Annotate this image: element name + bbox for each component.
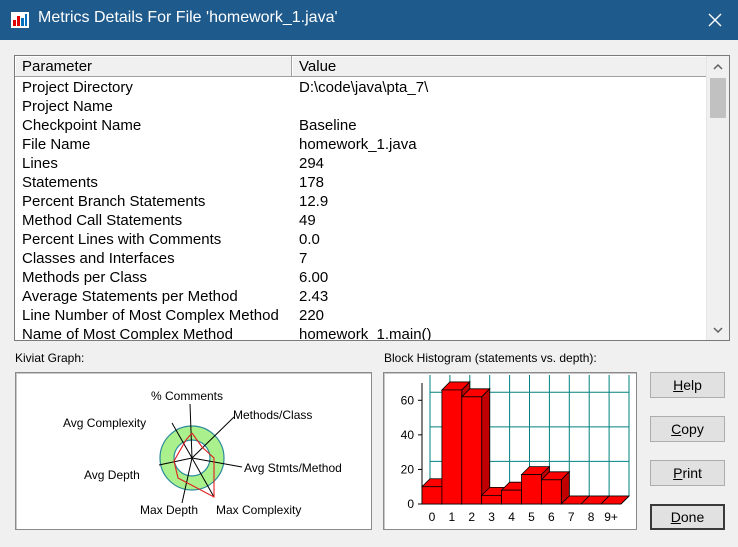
row-parameter: Project Directory <box>22 79 133 96</box>
histogram-bar <box>481 494 502 505</box>
list-row[interactable]: Project Directory D:\code\java\pta_7\ <box>15 78 707 97</box>
row-parameter: Line Number of Most Complex Method <box>22 307 279 324</box>
list-row[interactable]: Classes and Interfaces 7 <box>15 249 707 268</box>
row-value: 178 <box>299 174 325 191</box>
row-parameter: Checkpoint Name <box>22 117 142 134</box>
row-value: 12.9 <box>299 193 329 210</box>
list-row[interactable]: Project Name <box>15 97 707 116</box>
kiviat-axis-max-depth: Max Depth <box>140 503 198 517</box>
histogram-x-tick-label: 8 <box>588 510 595 524</box>
list-row[interactable]: File Name homework_1.java <box>15 135 707 154</box>
kiviat-graph: % Comments Methods/Class Avg Stmts/Metho… <box>15 372 372 530</box>
block-histogram: 0 20 40 60 0 1 2 3 4 5 6 7 8 9+ <box>383 372 637 530</box>
metrics-list[interactable]: Parameter Value Project Directory D:\code… <box>14 55 730 341</box>
histogram-x-tick-label: 5 <box>528 510 535 524</box>
row-value: D:\code\java\pta_7\ <box>299 79 429 96</box>
histogram-x-tick-label: 1 <box>449 510 456 524</box>
row-parameter: Lines <box>22 155 58 172</box>
row-value: 0.0 <box>299 231 320 248</box>
row-parameter: Name of Most Complex Method <box>22 326 233 341</box>
kiviat-axis-methods-class: Methods/Class <box>233 408 312 422</box>
list-row[interactable]: Percent Branch Statements 12.9 <box>15 192 707 211</box>
kiviat-label: Kiviat Graph: <box>15 351 85 365</box>
vertical-scrollbar[interactable] <box>706 56 729 340</box>
histogram-bar <box>441 389 463 505</box>
histogram-y-tick-label: 40 <box>401 428 415 442</box>
close-button[interactable] <box>692 0 738 40</box>
list-row[interactable]: Methods per Class 6.00 <box>15 268 707 287</box>
help-button[interactable]: Help <box>650 372 725 398</box>
row-parameter: File Name <box>22 136 91 153</box>
chevron-up-icon <box>713 63 723 70</box>
row-value: Baseline <box>299 117 357 134</box>
row-value: 2.43 <box>299 288 329 305</box>
row-parameter: Classes and Interfaces <box>22 250 175 267</box>
histogram-x-tick-label: 3 <box>488 510 495 524</box>
histogram-bar <box>540 479 562 505</box>
row-value: 49 <box>299 212 316 229</box>
list-row[interactable]: Name of Most Complex Method homework_1.ma… <box>15 325 707 341</box>
histogram-x-tick-label: 2 <box>468 510 475 524</box>
histogram-y-tick-label: 60 <box>401 393 415 407</box>
print-button[interactable]: Print <box>650 460 725 486</box>
list-row[interactable]: Method Call Statements 49 <box>15 211 707 230</box>
histogram-bar <box>521 474 542 505</box>
kiviat-spokes <box>158 403 243 504</box>
column-header-parameter[interactable]: Parameter <box>15 56 292 77</box>
close-icon <box>708 13 722 27</box>
row-parameter: Project Name <box>22 98 113 115</box>
list-rows: Project Directory D:\code\java\pta_7\ Pro… <box>15 78 707 341</box>
histogram-bar <box>501 489 522 505</box>
histogram-x-tick-label: 4 <box>508 510 515 524</box>
done-button[interactable]: Done <box>650 504 725 530</box>
kiviat-axis-avg-depth: Avg Depth <box>84 468 140 482</box>
list-row[interactable]: Lines 294 <box>15 154 707 173</box>
kiviat-value-polygon <box>173 432 215 498</box>
app-icon <box>11 12 29 28</box>
scroll-up-button[interactable] <box>707 56 729 76</box>
window-title: Metrics Details For File 'homework_1.jav… <box>38 9 338 26</box>
list-row[interactable]: Checkpoint Name Baseline <box>15 116 707 135</box>
kiviat-axis-avg-complexity: Avg Complexity <box>63 416 146 430</box>
row-parameter: Percent Branch Statements <box>22 193 206 210</box>
kiviat-axis-comments: % Comments <box>151 389 223 403</box>
column-header-value[interactable]: Value <box>292 56 707 77</box>
row-value: 6.00 <box>299 269 329 286</box>
histogram-bar <box>461 396 483 505</box>
row-parameter: Percent Lines with Comments <box>22 231 222 248</box>
chevron-down-icon <box>713 326 723 333</box>
histogram-bar <box>421 486 443 505</box>
histogram-bar-side <box>481 387 491 505</box>
kiviat-axis-max-complexity: Max Complexity <box>216 503 301 517</box>
scroll-thumb[interactable] <box>710 78 726 118</box>
copy-button[interactable]: Copy <box>650 416 725 442</box>
list-row[interactable]: Line Number of Most Complex Method 220 <box>15 306 707 325</box>
histogram-x-tick-label: 0 <box>429 510 436 524</box>
list-row[interactable]: Percent Lines with Comments 0.0 <box>15 230 707 249</box>
histogram-x-tick-label: 7 <box>568 510 575 524</box>
row-parameter: Average Statements per Method <box>22 288 238 305</box>
row-parameter: Statements <box>22 174 98 191</box>
list-row[interactable]: Average Statements per Method 2.43 <box>15 287 707 306</box>
kiviat-axis-avg-stmts: Avg Stmts/Method <box>244 461 342 475</box>
row-value: homework_1.main() <box>299 326 432 341</box>
histogram-x-tick-label: 9+ <box>604 510 618 524</box>
histogram-y-tick-label: 0 <box>407 497 414 511</box>
row-parameter: Method Call Statements <box>22 212 183 229</box>
histogram-bar-side <box>620 495 630 505</box>
row-value: 294 <box>299 155 325 172</box>
title-bar: Metrics Details For File 'homework_1.jav… <box>0 0 738 40</box>
row-value: 7 <box>299 250 308 267</box>
row-value: 220 <box>299 307 325 324</box>
row-value: homework_1.java <box>299 136 417 153</box>
kiviat-chart: % Comments Methods/Class Avg Stmts/Metho… <box>63 389 342 517</box>
row-parameter: Methods per Class <box>22 269 148 286</box>
list-row[interactable]: Statements 178 <box>15 173 707 192</box>
scroll-down-button[interactable] <box>707 320 729 340</box>
histogram-y-tick-label: 20 <box>401 462 415 476</box>
histogram-x-tick-label: 6 <box>548 510 555 524</box>
list-header: Parameter Value <box>15 56 707 78</box>
histogram-label: Block Histogram (statements vs. depth): <box>384 351 597 365</box>
